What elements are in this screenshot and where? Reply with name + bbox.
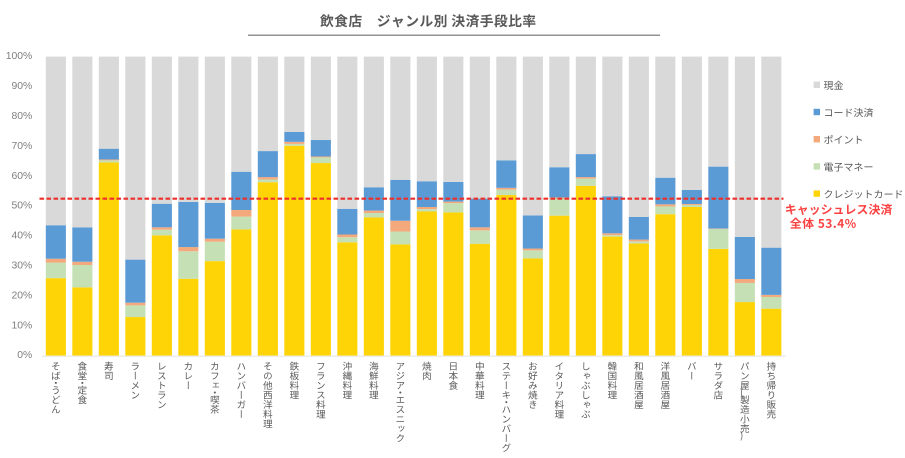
svg-text:30%: 30% [12,260,33,271]
svg-text:80%: 80% [12,111,33,122]
svg-text:40%: 40% [12,231,33,242]
svg-text:100%: 100% [6,51,33,62]
svg-text:20%: 20% [12,290,33,301]
svg-text:0%: 0% [17,350,32,361]
svg-text:90%: 90% [12,81,33,92]
svg-text:70%: 70% [12,141,33,152]
svg-text:50%: 50% [12,201,33,212]
svg-text:10%: 10% [12,320,33,331]
svg-text:60%: 60% [12,171,33,182]
